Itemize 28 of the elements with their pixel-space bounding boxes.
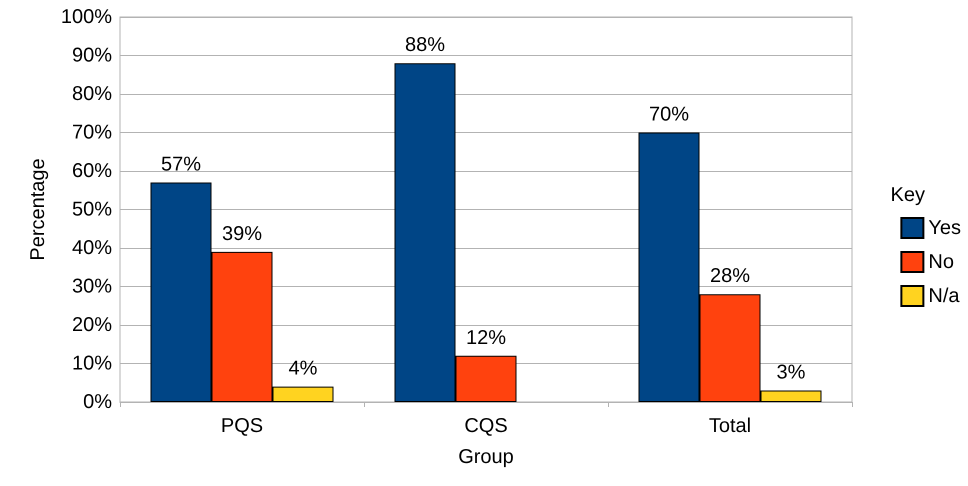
data-label: 3% xyxy=(776,361,806,384)
x-tick-label: PQS xyxy=(220,415,264,437)
y-tick-label: 100% xyxy=(60,6,112,28)
y-tick-label: 20% xyxy=(72,314,112,336)
data-label: 57% xyxy=(160,154,202,176)
data-label: 28% xyxy=(710,265,750,288)
y-tick-label: 0% xyxy=(83,391,112,413)
y-tick-label: 30% xyxy=(72,276,112,298)
y-tick-label: 60% xyxy=(72,160,112,182)
data-label: 70% xyxy=(648,104,690,126)
data-label: 88% xyxy=(404,34,446,56)
data-label: 39% xyxy=(222,222,262,245)
legend-label: N/a xyxy=(928,285,960,307)
legend-label: No xyxy=(928,251,954,273)
y-tick-label: 10% xyxy=(72,352,112,374)
data-label: 12% xyxy=(466,326,506,349)
legend-label: Yes xyxy=(928,217,962,239)
legend-title: Key xyxy=(890,184,926,206)
y-tick-label: 70% xyxy=(72,122,112,144)
x-tick-label: Total xyxy=(708,415,752,437)
y-tick-label: 40% xyxy=(72,237,112,259)
y-tick-label: 50% xyxy=(72,198,112,220)
y-axis-title: Percentage xyxy=(27,158,49,261)
x-axis-title: Group xyxy=(458,446,514,468)
data-label: 4% xyxy=(288,358,318,380)
x-tick-label: CQS xyxy=(464,415,508,437)
y-tick-label: 80% xyxy=(72,83,112,105)
y-tick-label: 90% xyxy=(72,44,112,66)
